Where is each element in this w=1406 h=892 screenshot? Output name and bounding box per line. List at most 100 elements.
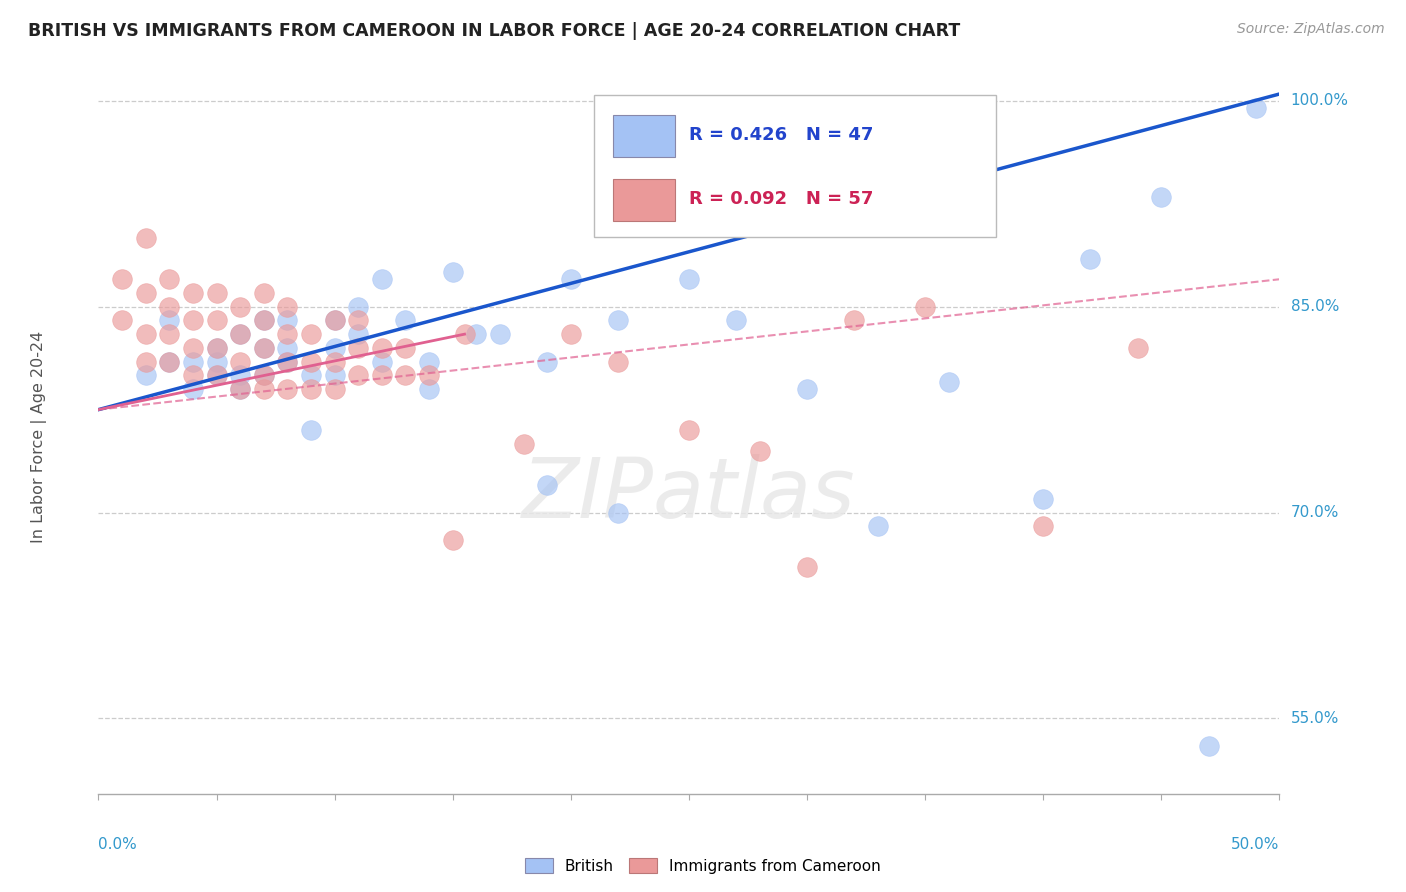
Point bbox=[866, 519, 889, 533]
Point bbox=[253, 368, 276, 383]
Point bbox=[441, 265, 464, 279]
Point bbox=[157, 300, 180, 314]
Point bbox=[347, 313, 370, 327]
Text: BRITISH VS IMMIGRANTS FROM CAMEROON IN LABOR FORCE | AGE 20-24 CORRELATION CHART: BRITISH VS IMMIGRANTS FROM CAMEROON IN L… bbox=[28, 22, 960, 40]
Text: R = 0.426   N = 47: R = 0.426 N = 47 bbox=[689, 127, 873, 145]
Point bbox=[299, 327, 322, 342]
Point bbox=[347, 368, 370, 383]
Point bbox=[914, 300, 936, 314]
Point bbox=[181, 313, 204, 327]
Point bbox=[229, 354, 252, 368]
Point bbox=[347, 300, 370, 314]
Point bbox=[135, 354, 157, 368]
Point bbox=[299, 423, 322, 437]
Text: ZIPatlas: ZIPatlas bbox=[522, 454, 856, 534]
Point bbox=[607, 313, 630, 327]
Point bbox=[607, 506, 630, 520]
Point bbox=[453, 327, 475, 342]
Point bbox=[323, 341, 346, 355]
Point bbox=[135, 327, 157, 342]
Point bbox=[512, 437, 534, 451]
FancyBboxPatch shape bbox=[613, 178, 675, 221]
Point bbox=[253, 313, 276, 327]
Point bbox=[418, 368, 440, 383]
Point bbox=[276, 327, 298, 342]
Point bbox=[536, 354, 558, 368]
Point bbox=[253, 285, 276, 300]
Point bbox=[371, 368, 394, 383]
Point bbox=[678, 272, 700, 286]
Point bbox=[157, 354, 180, 368]
Point bbox=[157, 313, 180, 327]
Point bbox=[371, 341, 394, 355]
Point bbox=[1150, 190, 1173, 204]
Text: 100.0%: 100.0% bbox=[1291, 94, 1348, 108]
Point bbox=[135, 368, 157, 383]
Point bbox=[253, 382, 276, 396]
Point bbox=[1032, 519, 1054, 533]
Point bbox=[1198, 739, 1220, 753]
Point bbox=[796, 560, 818, 574]
Point bbox=[205, 368, 228, 383]
Point bbox=[748, 443, 770, 458]
Point bbox=[135, 231, 157, 245]
Point bbox=[276, 300, 298, 314]
Point bbox=[418, 382, 440, 396]
Point bbox=[229, 382, 252, 396]
Point bbox=[1080, 252, 1102, 266]
Point bbox=[536, 478, 558, 492]
Point bbox=[347, 341, 370, 355]
Point bbox=[678, 423, 700, 437]
Point bbox=[157, 354, 180, 368]
Point bbox=[181, 368, 204, 383]
Point bbox=[276, 354, 298, 368]
Point bbox=[229, 382, 252, 396]
Point bbox=[299, 382, 322, 396]
Point bbox=[607, 354, 630, 368]
Point bbox=[323, 313, 346, 327]
Point bbox=[253, 341, 276, 355]
Point bbox=[418, 354, 440, 368]
Text: 70.0%: 70.0% bbox=[1291, 505, 1339, 520]
Point bbox=[938, 375, 960, 389]
Point bbox=[253, 368, 276, 383]
Point bbox=[205, 313, 228, 327]
Point bbox=[181, 285, 204, 300]
Text: 85.0%: 85.0% bbox=[1291, 299, 1339, 314]
Point bbox=[489, 327, 512, 342]
FancyBboxPatch shape bbox=[595, 95, 995, 237]
Point bbox=[394, 368, 416, 383]
Text: 55.0%: 55.0% bbox=[1291, 711, 1339, 726]
Point bbox=[323, 354, 346, 368]
Point bbox=[1032, 491, 1054, 506]
Point bbox=[205, 341, 228, 355]
Point bbox=[205, 354, 228, 368]
Text: 0.0%: 0.0% bbox=[98, 837, 138, 852]
Point bbox=[276, 341, 298, 355]
Point bbox=[229, 327, 252, 342]
Text: 50.0%: 50.0% bbox=[1232, 837, 1279, 852]
Point bbox=[323, 382, 346, 396]
Point bbox=[441, 533, 464, 547]
Point bbox=[276, 354, 298, 368]
Point bbox=[205, 285, 228, 300]
Point bbox=[181, 382, 204, 396]
Point bbox=[347, 327, 370, 342]
Point bbox=[229, 327, 252, 342]
Point bbox=[796, 382, 818, 396]
FancyBboxPatch shape bbox=[613, 114, 675, 157]
Point bbox=[157, 327, 180, 342]
Point bbox=[276, 382, 298, 396]
Text: R = 0.092   N = 57: R = 0.092 N = 57 bbox=[689, 191, 873, 209]
Point bbox=[205, 368, 228, 383]
Point bbox=[299, 354, 322, 368]
Text: Source: ZipAtlas.com: Source: ZipAtlas.com bbox=[1237, 22, 1385, 37]
Point bbox=[560, 327, 582, 342]
Point bbox=[181, 354, 204, 368]
Point bbox=[229, 300, 252, 314]
Point bbox=[560, 272, 582, 286]
Point bbox=[394, 313, 416, 327]
Point bbox=[371, 272, 394, 286]
Point bbox=[253, 313, 276, 327]
Point bbox=[323, 313, 346, 327]
